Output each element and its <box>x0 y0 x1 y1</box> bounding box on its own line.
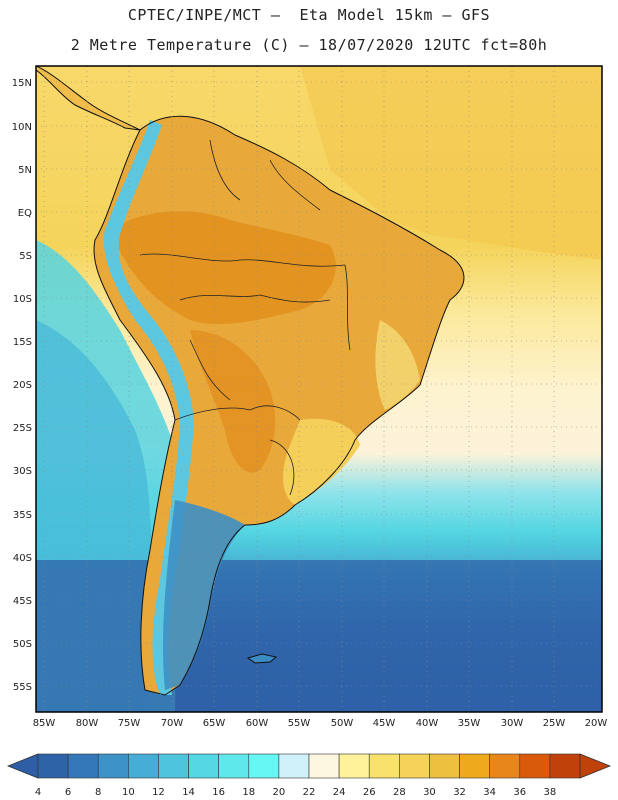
amazon-hot-zone <box>110 211 336 325</box>
lon-label: 85W <box>33 718 56 729</box>
lon-label: 80W <box>76 718 99 729</box>
colorbar-swatch <box>519 753 551 779</box>
lon-label: 25W <box>543 718 566 729</box>
lon-label: 65W <box>203 718 226 729</box>
lat-label: EQ <box>18 208 32 219</box>
lat-label: 30S <box>13 466 32 477</box>
map-frame <box>35 65 603 713</box>
brazil-highlands <box>375 320 420 410</box>
lat-label: 15N <box>12 78 32 89</box>
lat-label: 5N <box>18 165 32 176</box>
colorbar-swatch <box>459 753 490 779</box>
lat-axis: 15N 10N 5N EQ 5S 10S 15S 20S 25S 30S 35S… <box>12 78 32 693</box>
coastline <box>93 115 465 696</box>
colorbar-swatch <box>549 753 581 779</box>
lon-label: 60W <box>246 718 269 729</box>
colorbar-label: 36 <box>513 787 526 798</box>
colorbar-swatch <box>158 753 189 779</box>
colorbar-swatch <box>97 753 129 779</box>
colorbar-labels: 4 6 8 10 12 14 16 18 20 22 24 26 28 30 32 34 36 38 <box>35 787 556 798</box>
colorbar-label: 6 <box>65 787 71 798</box>
lon-label: 45W <box>373 718 396 729</box>
lat-label: 50S <box>13 639 32 650</box>
colorbar-swatch <box>429 753 460 779</box>
lon-label: 55W <box>288 718 311 729</box>
lat-label: 40S <box>13 553 32 564</box>
lon-label: 75W <box>118 718 141 729</box>
country-borders <box>139 139 351 496</box>
lon-label: 70W <box>161 718 184 729</box>
falkland-islands <box>246 653 278 664</box>
colorbar-label: 10 <box>122 787 135 798</box>
lat-label: 25S <box>13 423 32 434</box>
colorbar-label: 12 <box>152 787 165 798</box>
colorbar: 4 6 8 10 12 14 16 18 20 22 24 26 28 30 32 34 36 38 <box>6 753 612 798</box>
lat-label: 15S <box>13 337 32 348</box>
colorbar-label: 16 <box>212 787 225 798</box>
lat-label: 10S <box>13 294 32 305</box>
colorbar-label: 22 <box>303 787 316 798</box>
lon-label: 30W <box>501 718 524 729</box>
lon-label: 40W <box>416 718 439 729</box>
lat-label: 20S <box>13 380 32 391</box>
colorbar-label: 30 <box>423 787 436 798</box>
colorbar-swatch <box>308 753 340 779</box>
lon-label: 35W <box>458 718 481 729</box>
colorbar-swatch <box>338 753 370 779</box>
colorbar-label: 38 <box>544 787 557 798</box>
central-america <box>36 66 141 131</box>
lat-label: 10N <box>12 122 32 133</box>
colorbar-swatch <box>248 753 280 779</box>
southeast-land <box>283 418 360 505</box>
colorbar-high-arrow <box>579 753 612 779</box>
colorbar-swatch <box>67 753 99 779</box>
colorbar-swatch <box>188 753 219 779</box>
colorbar-swatch <box>278 753 310 779</box>
southern-cold-band <box>36 560 602 712</box>
lon-axis: 85W 80W 75W 70W 65W 60W 55W 50W 45W 40W … <box>33 718 608 729</box>
patagonia-cool-zone <box>163 500 245 690</box>
colorbar-label: 8 <box>95 787 101 798</box>
lat-label: 5S <box>19 251 32 262</box>
atlantic-warm-band <box>300 66 602 260</box>
colorbar-label: 28 <box>393 787 406 798</box>
map-subtitle: 2 Metre Temperature (C) – 18/07/2020 12U… <box>70 36 548 54</box>
lat-label: 55S <box>13 682 32 693</box>
colorbar-low-arrow <box>6 753 39 779</box>
colorbar-label: 14 <box>182 787 195 798</box>
colorbar-boxes <box>37 753 581 779</box>
colorbar-swatch <box>368 753 400 779</box>
colorbar-swatch <box>128 753 159 779</box>
map-title: CPTEC/INPE/MCT – Eta Model 15km – GFS <box>127 6 491 24</box>
lat-label: 35S <box>13 510 32 521</box>
lat-label: 45S <box>13 596 32 607</box>
colorbar-label: 24 <box>333 787 346 798</box>
colorbar-label: 20 <box>273 787 286 798</box>
chaco-hot-zone <box>190 330 276 473</box>
colorbar-label: 26 <box>363 787 376 798</box>
colorbar-swatch <box>399 753 430 779</box>
colorbar-swatch <box>37 753 69 779</box>
colorbar-swatch <box>489 753 521 779</box>
colorbar-label: 32 <box>453 787 466 798</box>
colorbar-label: 4 <box>35 787 41 798</box>
colorbar-label: 18 <box>242 787 255 798</box>
colorbar-label: 34 <box>483 787 496 798</box>
colorbar-swatch <box>218 753 250 779</box>
lon-label: 20W <box>585 718 608 729</box>
lon-label: 50W <box>331 718 354 729</box>
